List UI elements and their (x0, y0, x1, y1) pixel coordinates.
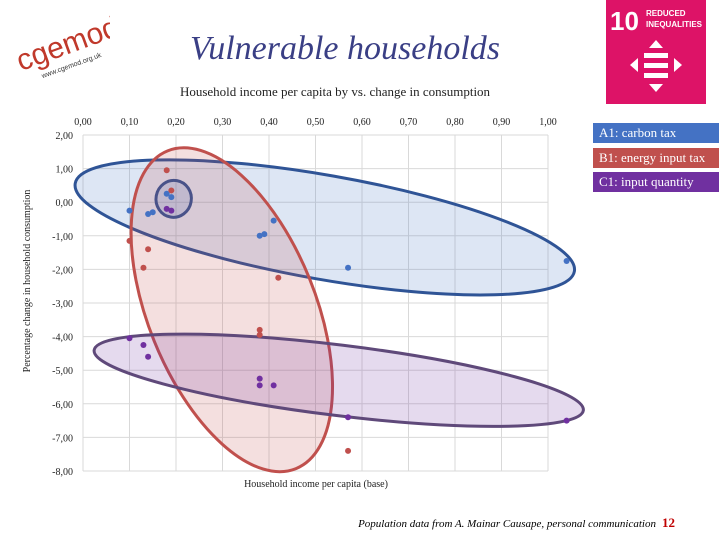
x-tick-label: 0,30 (214, 117, 232, 128)
page-title: Vulnerable households (189, 30, 501, 67)
sdg-line1: REDUCED (646, 9, 686, 18)
y-tick-label: 2,00 (56, 131, 74, 142)
data-point (163, 167, 170, 174)
x-tick-label: 1,00 (539, 117, 557, 128)
data-point (126, 207, 133, 214)
data-point (163, 190, 170, 197)
data-point (145, 353, 152, 360)
data-point (345, 414, 352, 421)
series-ellipse-group (92, 332, 585, 428)
data-point (126, 237, 133, 244)
x-tick-label: 0,90 (493, 117, 511, 128)
x-tick-label: 0,00 (74, 117, 92, 128)
x-axis-label: Household income per capita (base) (244, 479, 388, 490)
data-point (140, 264, 147, 271)
data-point (256, 375, 263, 382)
y-axis-label: Percentage change in household consumpti… (22, 190, 33, 373)
x-tick-labels: 0,00 0,10 0,20 0,30 0,40 0,50 0,60 0,70 0,80 0,90… (74, 117, 557, 128)
data-point (168, 194, 175, 201)
data-point (270, 217, 277, 224)
x-tick-label: 0,80 (446, 117, 464, 128)
legend-item-a1: A1: carbon tax (593, 123, 719, 143)
data-point (256, 232, 263, 239)
series-ellipse (92, 332, 585, 428)
reduced-inequalities-icon: 10 REDUCED INEQUALITIES (610, 6, 703, 92)
y-tick-label: -5,00 (52, 366, 73, 377)
data-point (563, 258, 570, 264)
x-tick-label: 0,60 (353, 117, 371, 128)
legend-label: A1: carbon tax (599, 125, 677, 140)
chart-subtitle: Household income per capita by vs. chang… (179, 84, 491, 99)
sdg-line2: INEQUALITIES (646, 20, 703, 29)
series-ellipse (73, 158, 577, 297)
y-tick-label: -6,00 (52, 400, 73, 411)
page-number: 12 (662, 515, 675, 530)
data-point (168, 207, 175, 214)
data-point (275, 274, 282, 281)
data-point (261, 231, 268, 238)
cgemod-logo: cgemod www.cgemod.org.uk (12, 10, 110, 80)
sdg-number: 10 (610, 6, 639, 36)
data-point (256, 326, 263, 333)
y-tick-label: -4,00 (52, 333, 73, 344)
data-point (270, 382, 277, 389)
x-tick-label: 0,20 (167, 117, 185, 128)
series-ellipse-group (129, 146, 335, 474)
footnote: Population data from A. Mainar Causape, … (358, 518, 656, 530)
y-tick-label: 1,00 (56, 165, 74, 176)
data-points (126, 167, 570, 454)
data-point (163, 205, 170, 212)
x-tick-label: 0,40 (260, 117, 278, 128)
y-tick-label: -8,00 (52, 467, 73, 478)
data-point (256, 331, 263, 338)
y-tick-label: -7,00 (52, 433, 73, 444)
y-tick-labels: 2,00 1,00 0,00 -1,00 -2,00 -3,00 -4,00 -5,00 -6,… (52, 131, 73, 478)
series-ellipse (129, 146, 335, 474)
series-ellipses (73, 146, 585, 474)
x-tick-label: 0,10 (121, 117, 139, 128)
legend-label: C1: input quantity (599, 174, 694, 189)
data-point (145, 246, 152, 253)
data-point (140, 342, 147, 348)
data-point (149, 209, 156, 216)
data-point (168, 187, 175, 194)
data-point (345, 447, 352, 454)
x-tick-label: 0,70 (400, 117, 418, 128)
data-point (256, 382, 263, 389)
chart-grid (82, 134, 549, 472)
data-point (145, 210, 152, 217)
legend-item-b1: B1: energy input tax (593, 148, 719, 168)
legend-label: B1: energy input tax (599, 150, 706, 165)
data-point (563, 417, 570, 424)
y-tick-label: -2,00 (52, 265, 73, 276)
legend-item-c1: C1: input quantity (593, 172, 719, 192)
y-tick-label: -3,00 (52, 299, 73, 310)
y-tick-label: -1,00 (52, 232, 73, 243)
sdg-10-badge: 10 REDUCED INEQUALITIES (606, 0, 706, 104)
x-tick-label: 0,50 (307, 117, 325, 128)
y-tick-label: 0,00 (56, 198, 74, 209)
data-point (126, 335, 133, 342)
data-point (345, 264, 352, 271)
